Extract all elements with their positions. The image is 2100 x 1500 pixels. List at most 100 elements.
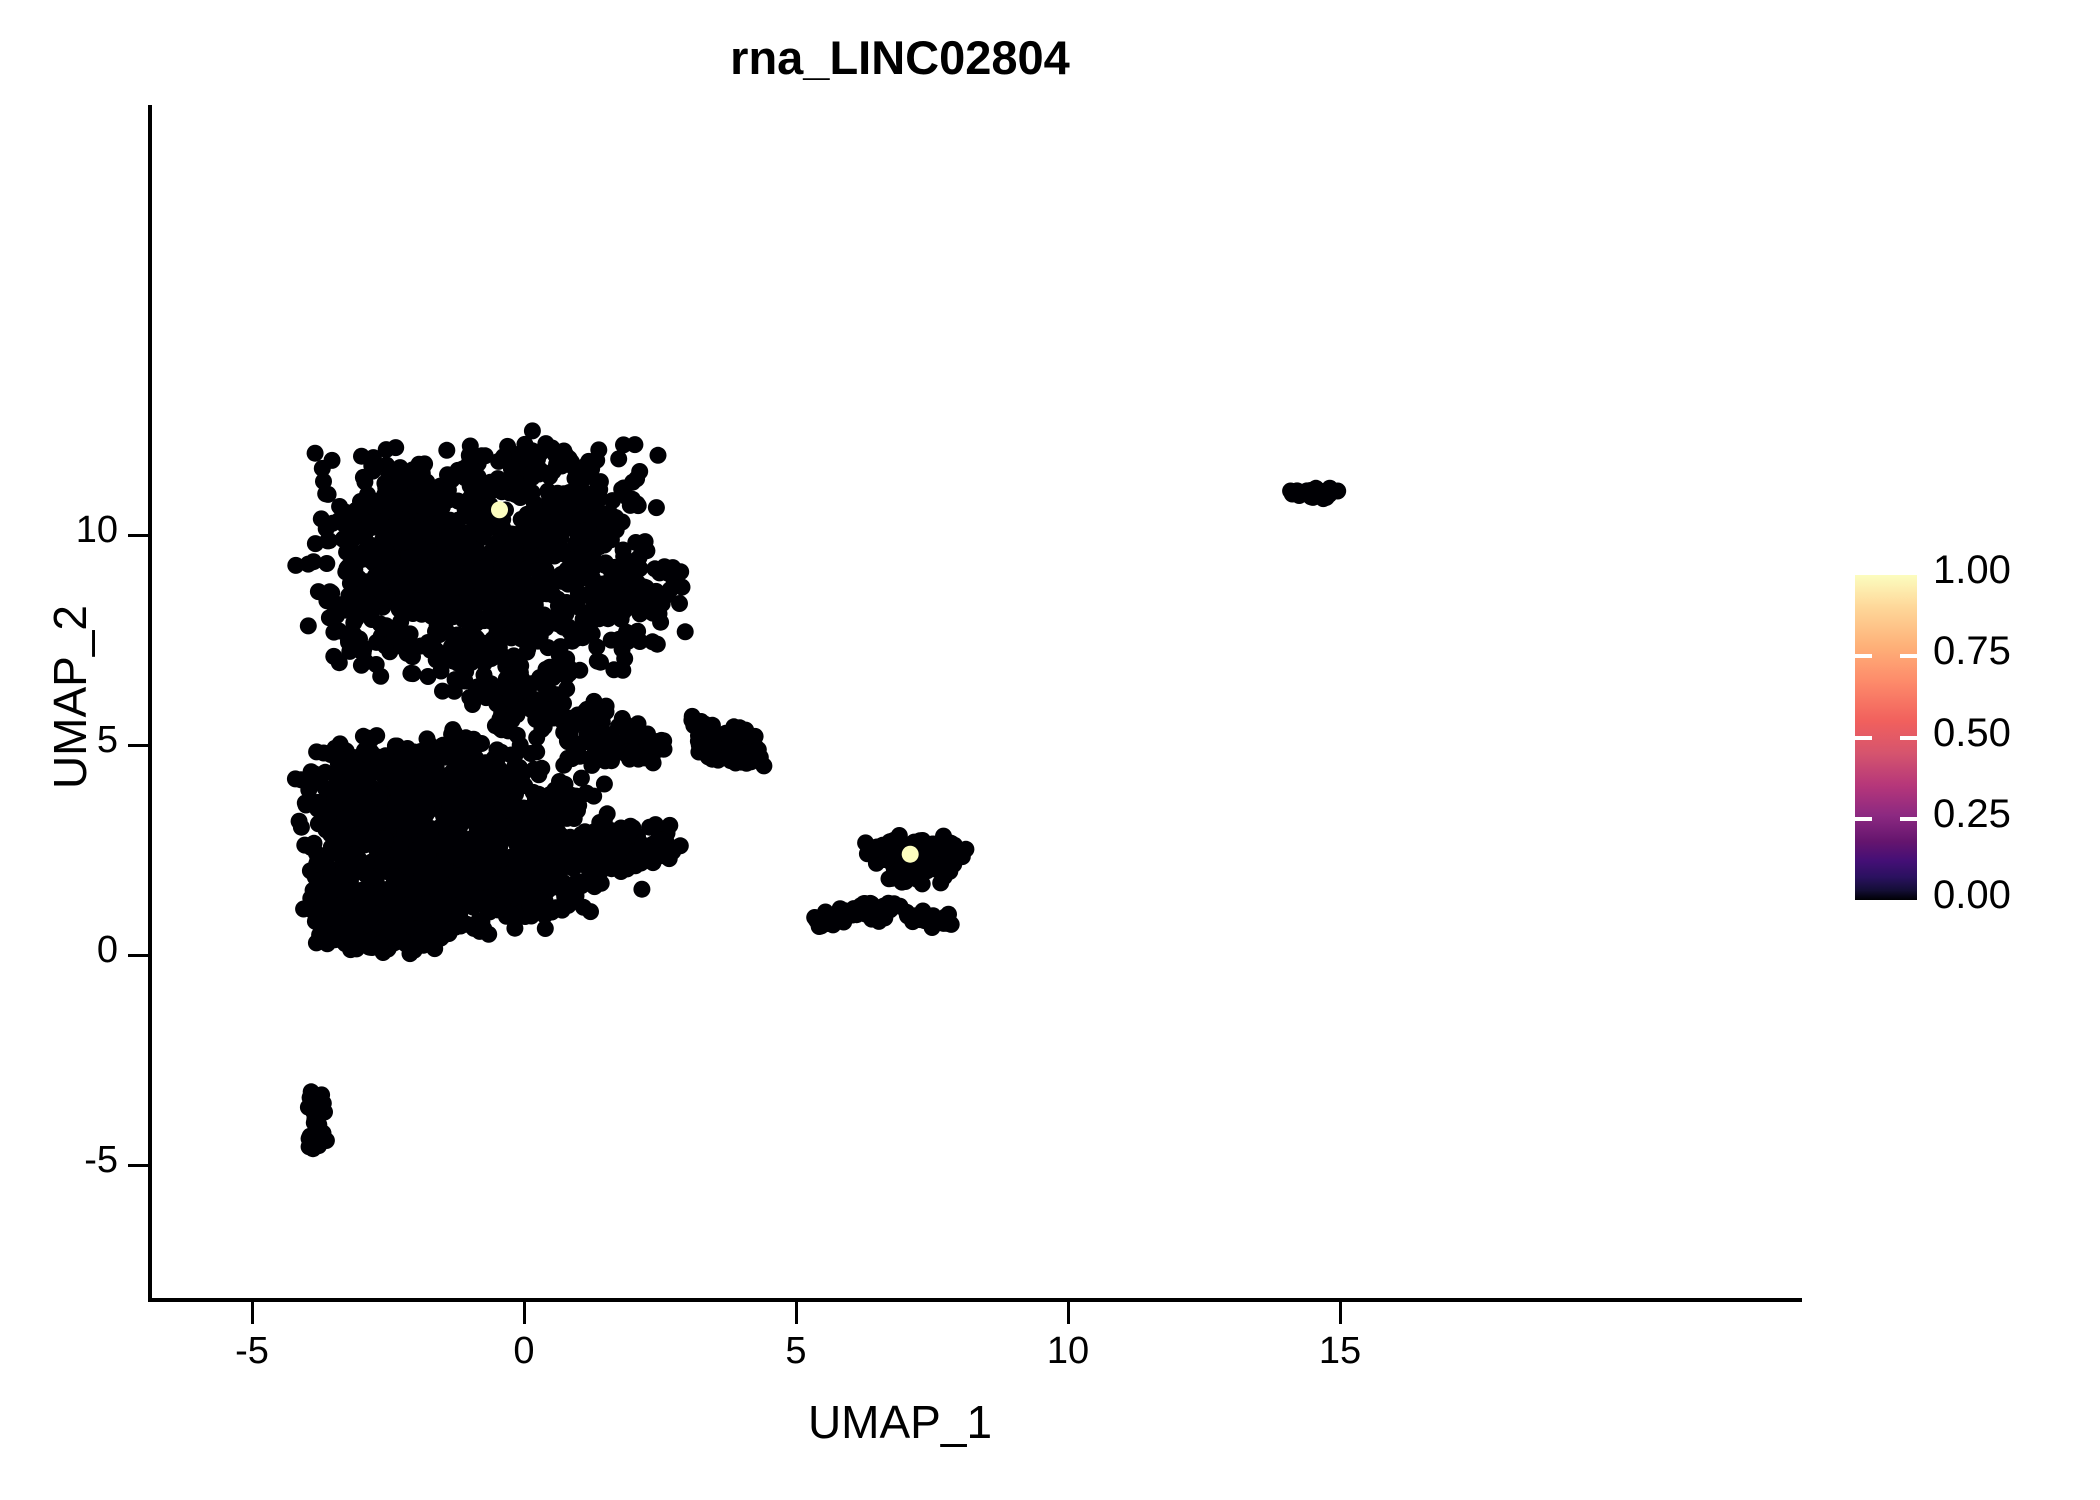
- scatter-point: [424, 795, 442, 813]
- scatter-point: [722, 752, 740, 770]
- scatter-point: [368, 924, 386, 942]
- scatter-point: [378, 476, 396, 493]
- scatter-point: [925, 854, 942, 872]
- scatter-point: [538, 854, 556, 872]
- scatter-point: [497, 657, 515, 675]
- scatter-point: [567, 875, 585, 893]
- scatter-point: [396, 845, 414, 863]
- scatter-point: [363, 611, 381, 628]
- scatter-point: [558, 680, 576, 698]
- scatter-point: [501, 525, 519, 543]
- scatter-point: [396, 581, 414, 599]
- scatter-point: [497, 866, 515, 884]
- scatter-point: [467, 857, 485, 875]
- scatter-point: [928, 849, 946, 867]
- scatter-point: [521, 834, 539, 851]
- scatter-point: [827, 910, 845, 927]
- scatter-point: [554, 542, 572, 560]
- scatter-point: [508, 847, 526, 865]
- scatter-point: [495, 716, 513, 734]
- scatter-point: [508, 726, 526, 744]
- scatter-point: [392, 499, 410, 517]
- x-tick-label: -5: [235, 1330, 269, 1372]
- scatter-point: [493, 483, 511, 501]
- scatter-point: [916, 847, 934, 865]
- scatter-point: [526, 465, 544, 483]
- scatter-point: [543, 439, 561, 457]
- scatter-point: [548, 455, 566, 473]
- scatter-point: [366, 493, 384, 511]
- scatter-point: [433, 583, 451, 601]
- scatter-point: [570, 796, 588, 814]
- scatter-point: [1306, 485, 1324, 503]
- scatter-point: [325, 886, 343, 903]
- scatter-point: [446, 559, 464, 577]
- scatter-point: [439, 563, 457, 581]
- scatter-point: [488, 847, 506, 865]
- scatter-point: [649, 831, 667, 849]
- scatter-point: [439, 466, 456, 484]
- scatter-point: [349, 915, 366, 933]
- scatter-point: [354, 824, 372, 842]
- scatter-point: [328, 804, 346, 822]
- scatter-point: [390, 907, 408, 925]
- scatter-point: [513, 466, 531, 484]
- scatter-point: [476, 577, 494, 595]
- scatter-point: [494, 793, 511, 811]
- scatter-point: [618, 860, 636, 878]
- scatter-point: [487, 897, 505, 915]
- scatter-point: [415, 803, 433, 821]
- scatter-point: [427, 538, 445, 556]
- scatter-point: [613, 710, 631, 727]
- scatter-point: [401, 820, 419, 838]
- scatter-point: [592, 874, 610, 892]
- scatter-point: [427, 863, 445, 881]
- scatter-point: [912, 910, 930, 928]
- scatter-point: [702, 727, 720, 745]
- scatter-point: [482, 650, 500, 667]
- scatter-point: [725, 749, 743, 767]
- scatter-point: [385, 931, 403, 949]
- scatter-point: [506, 919, 524, 937]
- scatter-point: [507, 702, 524, 720]
- scatter-point: [444, 652, 462, 670]
- scatter-point: [380, 477, 398, 495]
- scatter-point: [557, 879, 575, 897]
- scatter-point: [411, 483, 429, 501]
- scatter-point: [401, 787, 419, 805]
- scatter-point: [335, 814, 353, 831]
- scatter-point: [593, 713, 611, 731]
- scatter-point: [578, 784, 596, 802]
- scatter-point: [595, 577, 613, 594]
- scatter-point: [509, 839, 527, 857]
- scatter-point: [371, 793, 389, 811]
- scatter-point: [641, 843, 659, 861]
- scatter-point: [458, 534, 476, 552]
- scatter-point: [485, 869, 503, 887]
- scatter-point: [503, 862, 521, 880]
- scatter-point: [465, 860, 483, 878]
- scatter-point: [590, 441, 608, 459]
- scatter-point: [394, 586, 412, 604]
- scatter-point: [586, 580, 604, 598]
- scatter-point: [415, 547, 433, 565]
- scatter-point: [344, 530, 362, 548]
- scatter-point: [407, 796, 425, 814]
- scatter-point: [498, 552, 516, 570]
- scatter-point: [386, 620, 404, 638]
- scatter-point: [425, 782, 443, 800]
- scatter-point: [527, 889, 545, 907]
- scatter-point: [386, 751, 404, 769]
- scatter-point: [712, 733, 730, 751]
- scatter-point: [407, 868, 425, 886]
- scatter-point: [877, 848, 894, 866]
- scatter-point: [324, 514, 341, 532]
- scatter-point: [483, 569, 501, 587]
- scatter-point: [622, 821, 640, 839]
- scatter-point: [570, 488, 588, 506]
- scatter-point: [741, 745, 758, 763]
- scatter-point: [350, 569, 367, 587]
- scatter-point: [589, 739, 607, 757]
- scatter-point: [546, 547, 563, 565]
- scatter-point: [585, 734, 603, 752]
